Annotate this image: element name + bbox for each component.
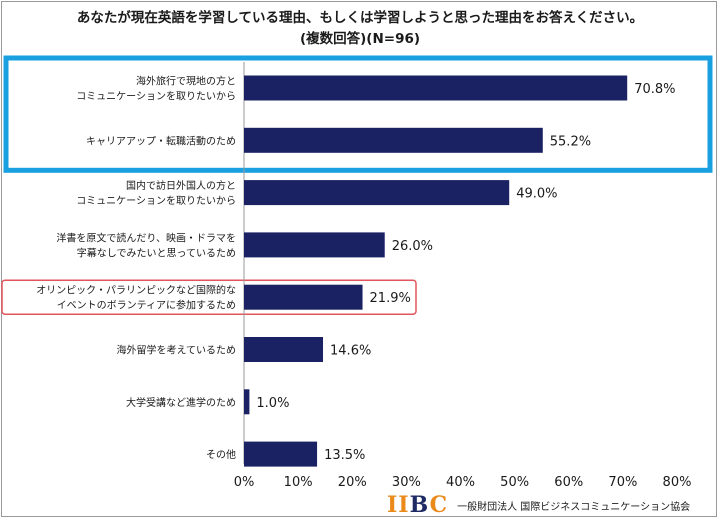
iibc-logo: IIBC (387, 492, 449, 518)
x-tick-label: 60% (554, 475, 583, 490)
footer: IIBC 一般財団法人 国際ビジネスコミュニケーション協会 (387, 493, 690, 517)
x-tick-label: 70% (608, 475, 637, 490)
category-label: イベントのボランティアに参加するため (57, 299, 236, 312)
x-tick-label: 80% (663, 475, 692, 490)
x-tick-label: 50% (500, 475, 529, 490)
bar (244, 441, 318, 467)
bar (244, 284, 363, 310)
category-label: その他 (206, 448, 236, 461)
x-tick-label: 10% (284, 475, 313, 490)
x-tick-label: 30% (392, 475, 421, 490)
highlight-box-red (1, 279, 417, 315)
category-label: オリンピック・パラリンピックなど国際的な (36, 284, 236, 297)
x-tick-label: 20% (338, 475, 367, 490)
bar (244, 75, 628, 101)
highlight-box-blue (3, 55, 713, 173)
value-label: 55.2% (550, 134, 591, 149)
value-label: 21.9% (370, 291, 411, 306)
category-label: コミュニケーションを取りたいから (76, 195, 236, 207)
category-label: 字幕なしでみたいと思っているため (77, 246, 236, 259)
category-label: 海外留学を考えているため (117, 344, 237, 357)
value-label: 13.5% (324, 448, 365, 463)
footer-org-name: 一般財団法人 国際ビジネスコミュニケーション協会 (457, 501, 691, 513)
bar (244, 389, 250, 415)
x-tick-label: 40% (446, 475, 475, 490)
chart-title: あなたが現在英語を学習している理由、もしくは学習しようと思った理由をお答えくださ… (76, 10, 644, 26)
value-label: 70.8% (634, 82, 675, 97)
category-label: 大学受講など進学のため (126, 396, 236, 409)
x-tick-label: 0% (234, 475, 255, 490)
value-label: 1.0% (256, 396, 289, 411)
bar (244, 180, 510, 206)
bar (244, 337, 324, 362)
category-label: 国内で訪日外国人の方と (126, 179, 236, 192)
chart-subtitle: (複数回答)(N=96) (299, 31, 421, 47)
category-label: キャリアアップ・転職活動のため (86, 134, 236, 147)
value-label: 14.6% (330, 344, 371, 359)
category-label: コミュニケーションを取りたいから (76, 91, 236, 103)
value-label: 49.0% (516, 187, 557, 202)
value-label: 26.0% (392, 239, 433, 254)
category-label: 洋書を原文で読んだり、映画・ドラマを (56, 231, 236, 244)
bar (244, 232, 385, 258)
bar (244, 127, 543, 153)
category-label: 海外旅行で現地の方と (136, 75, 236, 88)
